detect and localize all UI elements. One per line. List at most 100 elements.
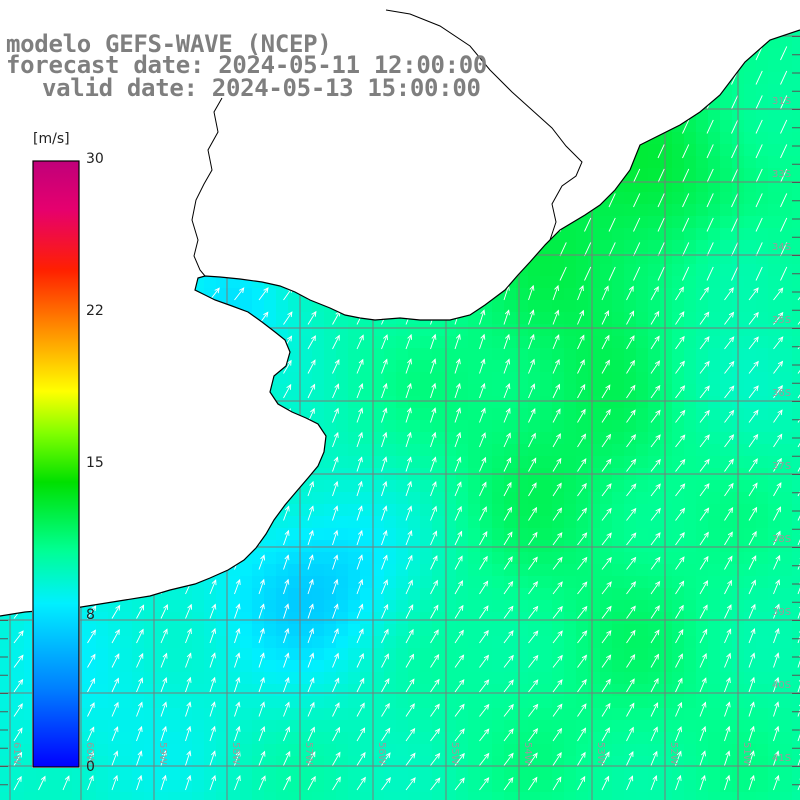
wind-speed-cell [792, 504, 800, 517]
wind-speed-cell [624, 300, 637, 313]
wind-speed-cell [384, 780, 397, 793]
wind-speed-cell [444, 672, 457, 685]
wind-speed-cell [492, 576, 505, 589]
wind-speed-cell [756, 336, 769, 349]
wind-speed-cell [456, 672, 469, 685]
wind-speed-cell [312, 660, 325, 673]
wind-speed-cell [708, 720, 721, 733]
wind-speed-cell [660, 264, 673, 277]
wind-speed-cell [648, 192, 661, 205]
wind-speed-cell [492, 324, 505, 337]
wind-speed-cell [612, 528, 625, 541]
wind-speed-cell [396, 360, 409, 373]
wind-speed-cell [684, 648, 697, 661]
wind-speed-cell [432, 696, 445, 709]
wind-arrow [430, 530, 438, 546]
wind-speed-cell [564, 348, 577, 361]
wind-speed-cell [708, 348, 721, 361]
wind-speed-cell [168, 780, 181, 793]
wind-speed-cell [360, 756, 373, 769]
wind-speed-cell [432, 780, 445, 793]
wind-speed-cell [396, 672, 409, 685]
wind-speed-cell [228, 588, 241, 601]
wind-speed-cell [516, 348, 529, 361]
wind-speed-cell [276, 372, 289, 385]
wind-speed-cell [312, 756, 325, 769]
wind-speed-cell [492, 528, 505, 541]
wind-arrow [773, 433, 783, 448]
wind-arrow [699, 360, 710, 374]
wind-speed-cell [528, 300, 541, 313]
wind-speed-cell [564, 528, 577, 541]
wind-speed-cell [672, 588, 685, 601]
wind-speed-cell [540, 660, 553, 673]
wind-speed-cell [636, 348, 649, 361]
wind-speed-cell [744, 72, 757, 85]
wind-speed-cell [792, 372, 800, 385]
wind-speed-cell [708, 780, 721, 793]
wind-speed-cell [768, 72, 781, 85]
wind-arrow [111, 604, 121, 619]
wind-speed-cell [396, 612, 409, 625]
wind-speed-cell [324, 780, 337, 793]
wind-arrow [626, 581, 637, 595]
wind-speed-cell [768, 372, 781, 385]
wind-arrow [577, 532, 588, 546]
wind-speed-cell [780, 48, 793, 61]
wind-arrow [577, 556, 588, 570]
wind-speed-cell [540, 384, 553, 397]
wind-speed-cell [612, 636, 625, 649]
wind-speed-cell [468, 756, 481, 769]
wind-arrow [430, 333, 437, 350]
wind-speed-cell [396, 624, 409, 637]
wind-speed-cell [660, 180, 673, 193]
wind-speed-cell [492, 312, 505, 325]
wind-speed-cell [720, 612, 733, 625]
wind-speed-cell [624, 192, 637, 205]
wind-speed-cell [312, 528, 325, 541]
wind-arrow [430, 481, 437, 497]
wind-speed-cell [324, 636, 337, 649]
wind-speed-cell [432, 516, 445, 529]
wind-speed-cell [756, 528, 769, 541]
wind-speed-cell [468, 384, 481, 397]
wind-speed-cell [528, 624, 541, 637]
wind-speed-cell [276, 384, 289, 397]
wind-speed-cell [420, 324, 433, 337]
wind-arrow [430, 505, 437, 521]
wind-arrow [748, 628, 756, 644]
wind-speed-cell [648, 480, 661, 493]
wind-speed-cell [696, 144, 709, 157]
wind-arrow [283, 627, 290, 644]
wind-arrow [773, 409, 783, 423]
wind-speed-cell [72, 768, 85, 781]
wind-speed-cell [756, 168, 769, 181]
wind-speed-cell [780, 336, 793, 349]
wind-speed-cell [696, 624, 709, 637]
wind-speed-cell [396, 756, 409, 769]
wind-speed-cell [600, 612, 613, 625]
wind-arrow [626, 335, 635, 350]
wind-speed-cell [648, 708, 661, 721]
wind-speed-cell [120, 732, 133, 745]
wind-arrow [773, 360, 784, 374]
wind-speed-cell [636, 480, 649, 493]
wind-speed-cell [312, 372, 325, 385]
wind-speed-cell [396, 744, 409, 757]
wind-speed-cell [780, 708, 793, 721]
wind-speed-cell [660, 768, 673, 781]
wind-speed-cell [372, 636, 385, 649]
wind-speed-cell [300, 600, 313, 613]
wind-speed-cell [612, 660, 625, 673]
wind-speed-cell [792, 204, 800, 217]
wind-speed-cell [216, 744, 229, 757]
wind-speed-cell [516, 444, 529, 457]
wind-speed-cell [756, 684, 769, 697]
wind-speed-cell [552, 240, 565, 253]
wind-speed-cell [372, 480, 385, 493]
wind-arrow [528, 432, 536, 448]
wind-arrow [601, 433, 612, 448]
wind-arrow [528, 630, 539, 644]
wind-speed-cell [780, 180, 793, 193]
wind-speed-cell [348, 420, 361, 433]
